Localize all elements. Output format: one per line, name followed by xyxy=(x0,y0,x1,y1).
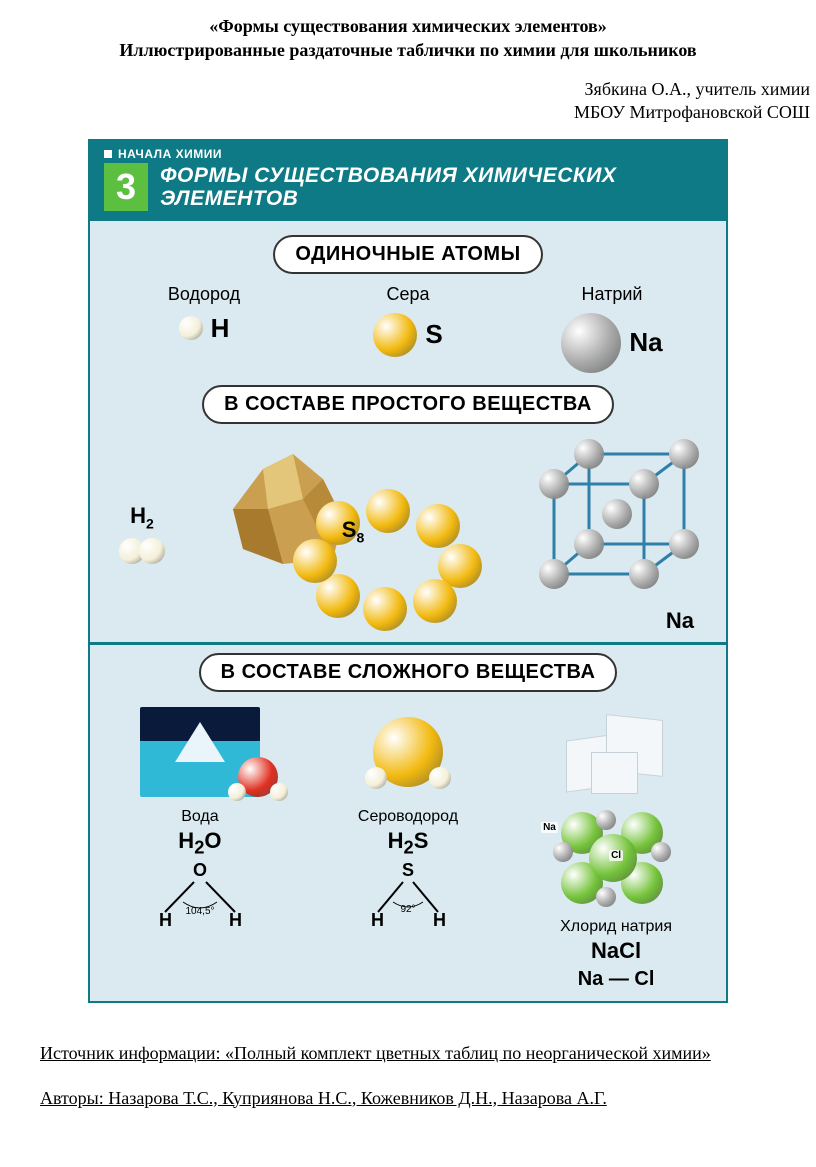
atom-name: Водород xyxy=(103,284,305,305)
h2s-structure-icon: S 92° H H xyxy=(353,862,463,932)
poster-number: 3 xyxy=(104,163,148,211)
atom-sulfur: Сера S xyxy=(307,284,509,357)
h2s-cell: Сероводород H2S S 92° H H xyxy=(310,702,506,937)
section1-heading: ОДИНОЧНЫЕ АТОМЫ xyxy=(273,235,542,274)
svg-text:H: H xyxy=(433,910,446,930)
oxygen-sphere-icon xyxy=(238,757,278,797)
doc-subtitle: Иллюстрированные раздаточные таблички по… xyxy=(0,38,816,72)
svg-text:O: O xyxy=(193,862,207,880)
compound-formula: NaCl xyxy=(518,938,714,964)
poster-series: НАЧАЛА ХИМИИ xyxy=(104,147,712,161)
nacl-bond: Na — Cl xyxy=(518,968,714,991)
h2-atom-icon xyxy=(139,538,165,564)
compound-formula: H2O xyxy=(102,828,298,858)
s8-label: S8 xyxy=(342,517,364,545)
atom-sodium: Натрий Na xyxy=(511,284,713,373)
salt-crystal-icon xyxy=(556,707,676,797)
page: «Формы существования химических элементо… xyxy=(0,0,816,1129)
na-label: Na xyxy=(524,608,714,634)
h2-label: H2 xyxy=(102,503,182,531)
svg-text:104,5°: 104,5° xyxy=(185,906,214,917)
hydrogen-sphere-icon xyxy=(179,316,203,340)
cl-tiny-label: Cl xyxy=(609,850,623,861)
svg-text:92°: 92° xyxy=(400,904,415,915)
doc-title: «Формы существования химических элементо… xyxy=(0,14,816,38)
doc-author: Зябкина О.А., учитель химии xyxy=(0,73,816,102)
atom-name: Сера xyxy=(307,284,509,305)
svg-text:H: H xyxy=(159,910,172,930)
section2-heading: В СОСТАВЕ ПРОСТОГО ВЕЩЕСТВА xyxy=(202,385,614,424)
water-cell: Вода H2O O 104,5° H H xyxy=(102,702,298,937)
water-structure-icon: O 104,5° H H xyxy=(145,862,255,932)
divider xyxy=(90,642,726,645)
svg-text:H: H xyxy=(371,910,384,930)
poster: НАЧАЛА ХИМИИ 3 ФОРМЫ СУЩЕСТВОВАНИЯ ХИМИЧ… xyxy=(88,139,728,1003)
simple-substance-row: H2 xyxy=(102,434,714,634)
compound-name: Сероводород xyxy=(310,808,506,826)
s8-ring-icon xyxy=(288,489,488,619)
atom-symbol: H xyxy=(211,313,230,344)
section3-heading: В СОСТАВЕ СЛОЖНОГО ВЕЩЕСТВА xyxy=(199,653,618,692)
s8-block: S8 xyxy=(203,444,503,624)
atom-symbol: Na xyxy=(629,327,662,358)
svg-text:H: H xyxy=(229,910,242,930)
h2-block: H2 xyxy=(102,503,182,563)
na-tiny-label: Na xyxy=(541,822,558,833)
compound-name: Вода xyxy=(102,808,298,826)
sodium-sphere-icon xyxy=(561,313,621,373)
sulfur-sphere-icon xyxy=(373,717,443,787)
bullet-icon xyxy=(104,150,112,158)
sulfur-sphere-icon xyxy=(373,313,417,357)
nacl-cell: Na Cl Хлорид натрия NaCl Na — Cl xyxy=(518,702,714,991)
compound-formula: H2S xyxy=(310,828,506,858)
poster-title: ФОРМЫ СУЩЕСТВОВАНИЯ ХИМИЧЕСКИХ ЭЛЕМЕНТОВ xyxy=(160,164,712,210)
nacl-cluster-icon: Na Cl xyxy=(541,802,691,912)
svg-text:S: S xyxy=(402,862,414,880)
doc-school: МБОУ Митрофановской СОШ xyxy=(0,102,816,139)
source-line: Источник информации: «Полный комплект цв… xyxy=(0,1043,816,1064)
poster-series-text: НАЧАЛА ХИМИИ xyxy=(118,147,222,161)
atom-name: Натрий xyxy=(511,284,713,305)
authors-line: Авторы: Назарова Т.С., Куприянова Н.С., … xyxy=(0,1088,816,1109)
na-lattice-block: Na xyxy=(524,434,714,634)
poster-body: ОДИНОЧНЫЕ АТОМЫ Водород H Сера S xyxy=(90,221,726,1001)
compound-name: Хлорид натрия xyxy=(518,918,714,936)
atom-symbol: S xyxy=(425,319,442,350)
sodium-lattice-icon xyxy=(534,434,704,604)
single-atoms-row: Водород H Сера S Натри xyxy=(102,284,714,373)
atom-hydrogen: Водород H xyxy=(103,284,305,344)
complex-row: Вода H2O O 104,5° H H xyxy=(102,702,714,991)
poster-header: НАЧАЛА ХИМИИ 3 ФОРМЫ СУЩЕСТВОВАНИЯ ХИМИЧ… xyxy=(90,141,726,221)
